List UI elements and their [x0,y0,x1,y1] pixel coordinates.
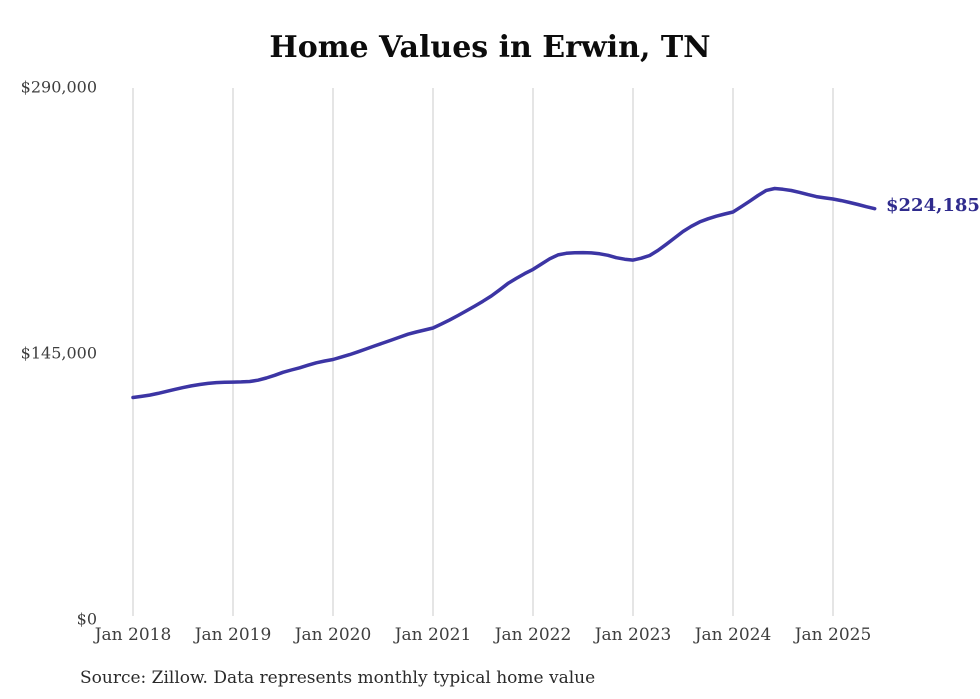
x-tick-label: Jan 2023 [593,625,672,645]
latest-value-label: $224,185 [886,195,980,216]
chart-title: Home Values in Erwin, TN [269,30,710,65]
vertical-gridlines [132,88,834,616]
y-tick-label: $145,000 [21,344,97,363]
y-axis-labels: $290,000 $145,000 $0 [21,78,97,629]
x-tick-label: Jan 2021 [393,625,472,645]
x-tick-label: Jan 2022 [493,625,572,645]
x-axis-labels: Jan 2018 Jan 2019 Jan 2020 Jan 2021 Jan 2022… [93,625,872,645]
x-tick-label: Jan 2024 [693,625,772,645]
x-tick-label: Jan 2018 [93,625,172,645]
y-tick-label: $290,000 [21,78,97,97]
x-tick-label: Jan 2020 [293,625,372,645]
home-value-line-series [131,186,877,400]
source-note: Source: Zillow. Data represents monthly … [80,668,595,688]
x-tick-label: Jan 2019 [193,625,272,645]
y-tick-label: $0 [77,610,97,629]
x-tick-label: Jan 2025 [793,625,872,645]
